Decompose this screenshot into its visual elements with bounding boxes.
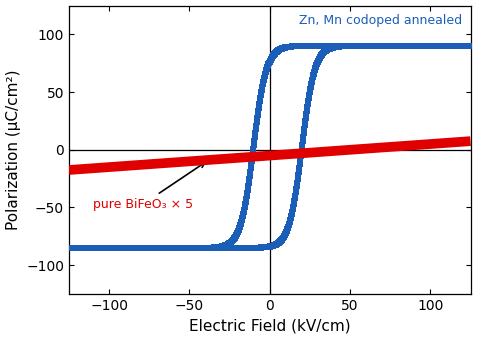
Text: pure BiFeO₃ × 5: pure BiFeO₃ × 5	[93, 162, 205, 211]
Text: Zn, Mn codoped annealed: Zn, Mn codoped annealed	[299, 14, 462, 27]
X-axis label: Electric Field (kV/cm): Electric Field (kV/cm)	[189, 318, 350, 334]
Y-axis label: Polarization (μC/cm²): Polarization (μC/cm²)	[6, 69, 21, 230]
